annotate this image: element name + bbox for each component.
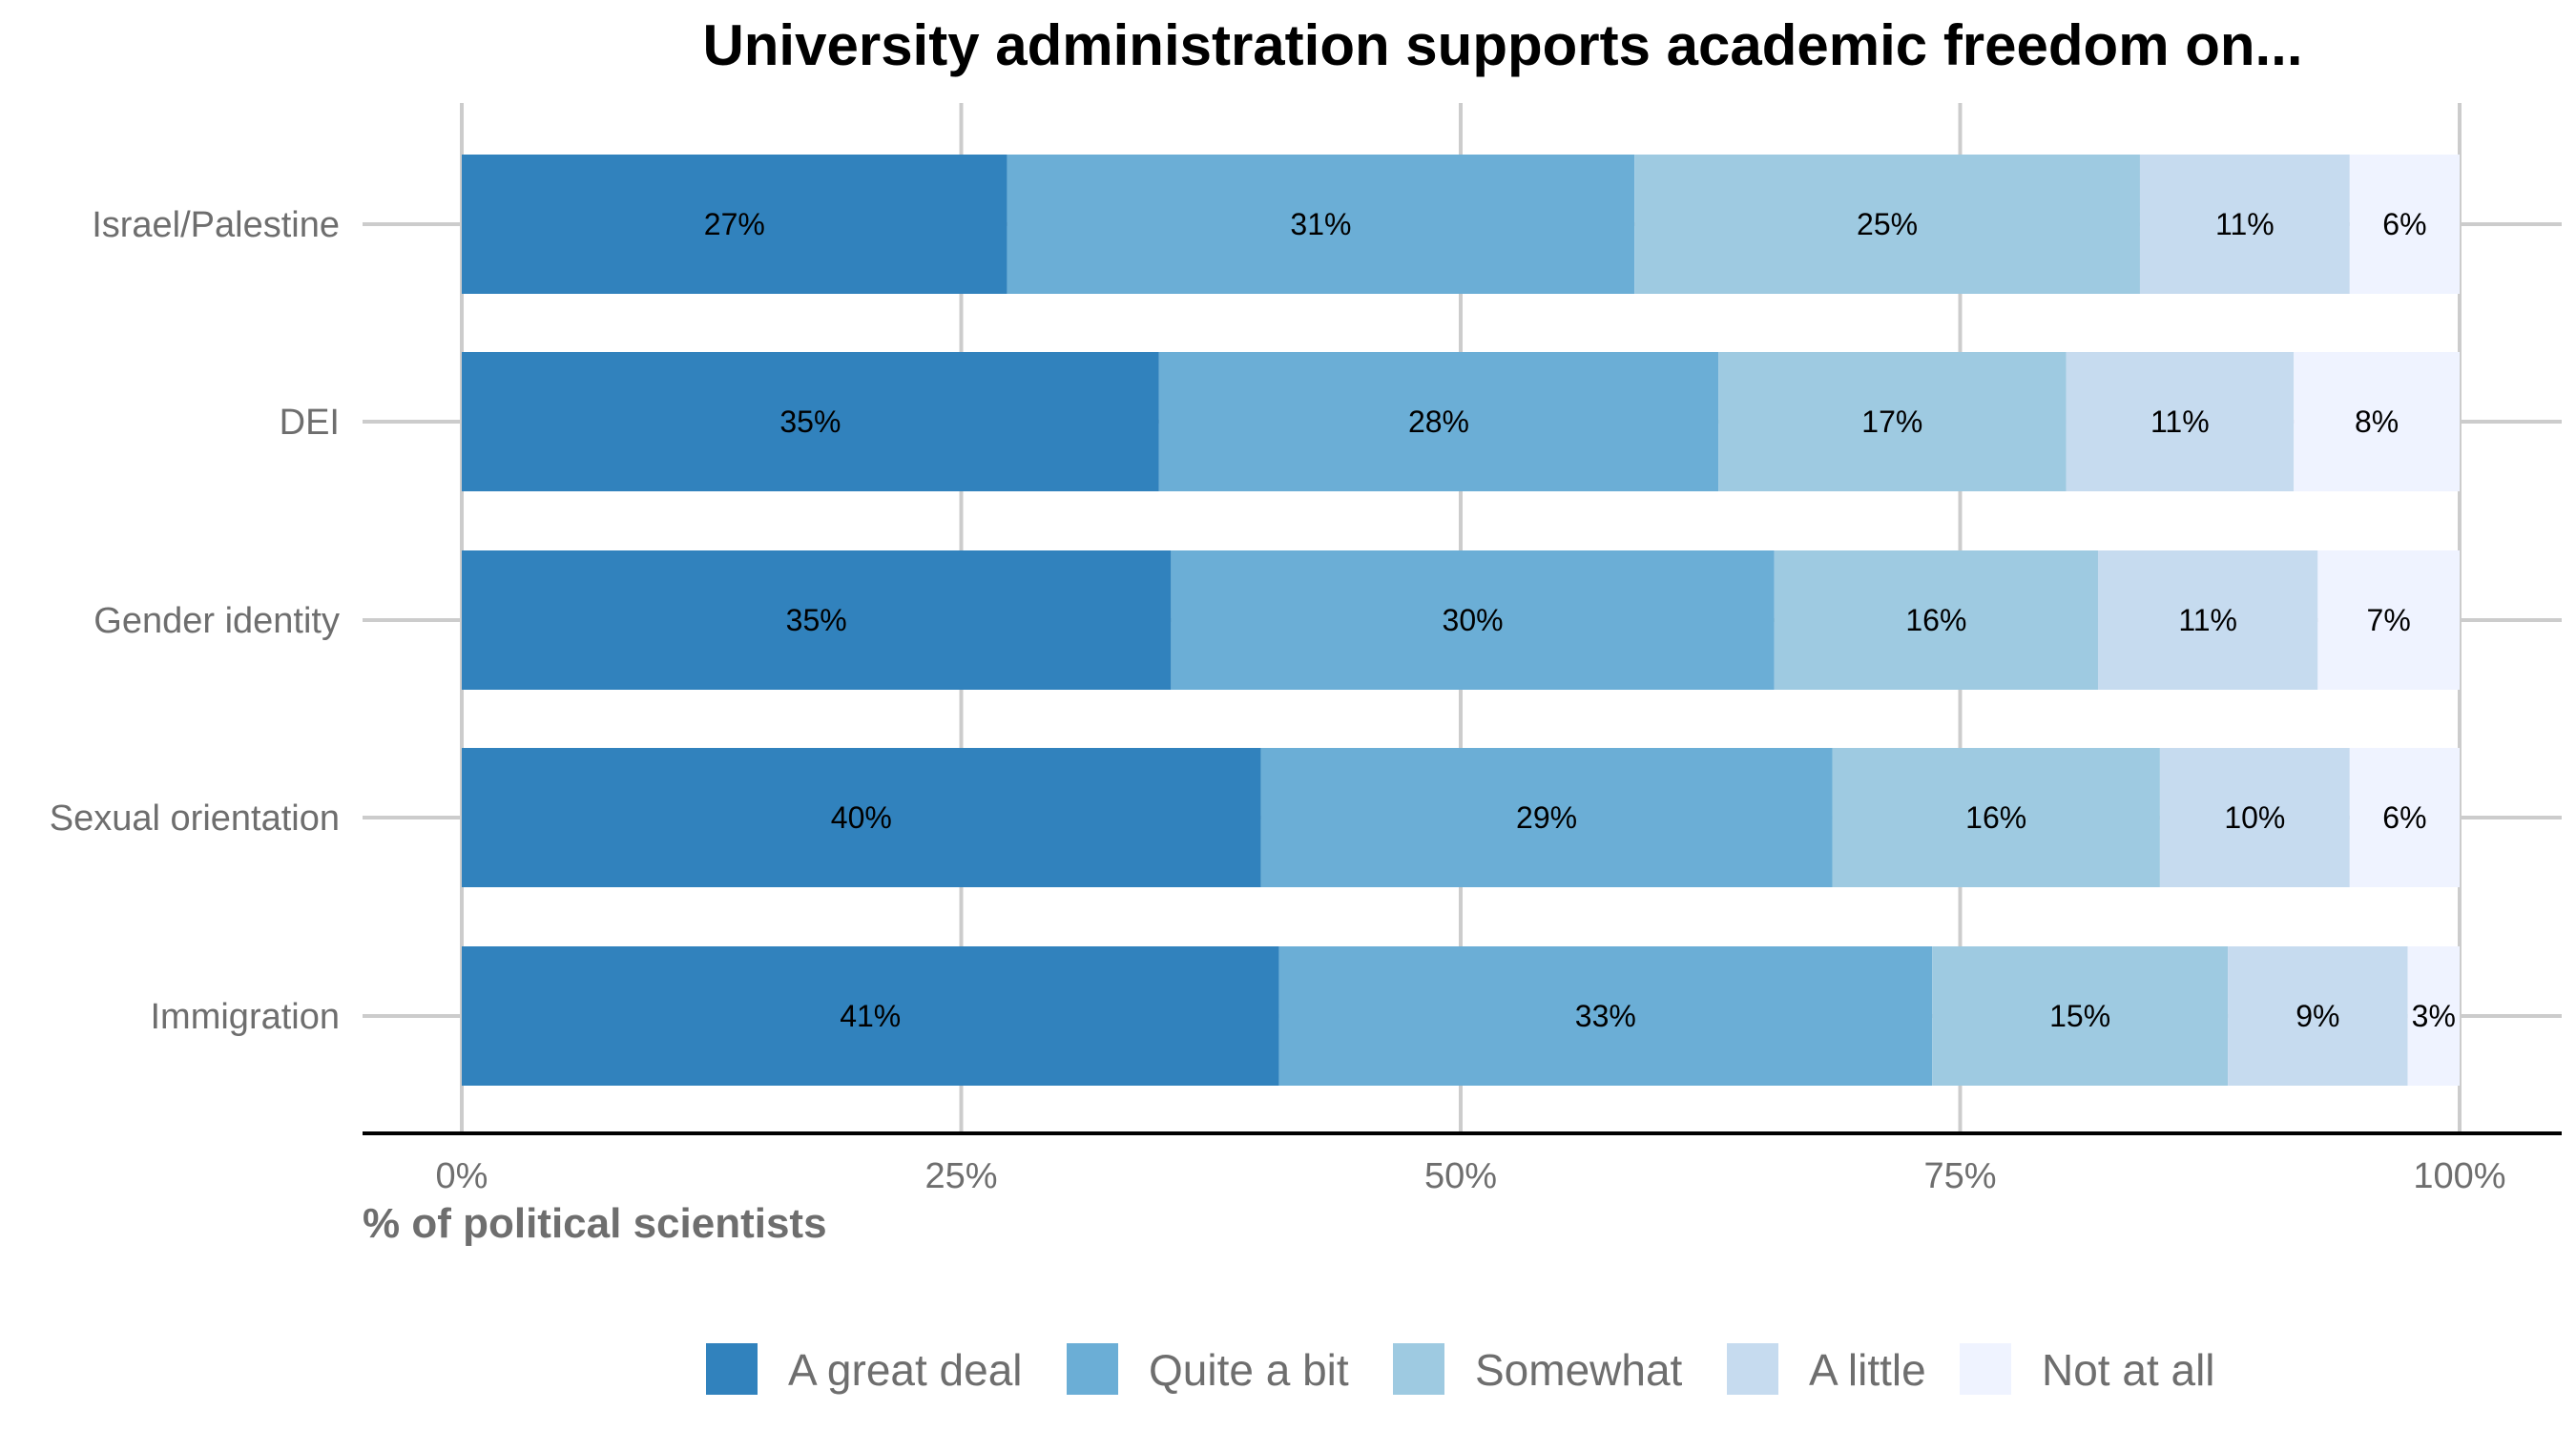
x-tick-label: 0%: [436, 1156, 488, 1196]
bar-segment: [1171, 550, 1775, 690]
bar-segment: [1718, 352, 2067, 491]
segment-value-label: 29%: [1516, 800, 1577, 835]
chart-title: University administration supports acade…: [702, 13, 2302, 77]
segment-value-label: 15%: [2049, 999, 2110, 1033]
bar-segment: [1774, 550, 2098, 690]
segment-value-label: 17%: [1861, 404, 1922, 439]
segment-value-label: 16%: [1965, 800, 2026, 835]
x-tick-label: 75%: [1923, 1156, 1996, 1196]
bar-segment: [2349, 748, 2460, 887]
legend-item: A great deal: [706, 1343, 1023, 1395]
segment-value-label: 11%: [2150, 404, 2210, 439]
x-tick-label: 100%: [2413, 1156, 2505, 1196]
y-category-label: Immigration: [151, 997, 341, 1037]
legend-label: A great deal: [788, 1345, 1023, 1395]
bars: [462, 155, 2460, 1086]
segment-value-label: 40%: [831, 800, 892, 835]
segment-value-label: 8%: [2355, 404, 2399, 439]
segment-value-label: 41%: [840, 999, 901, 1033]
bar-segment: [1932, 946, 2229, 1086]
segment-value-label: 31%: [1290, 207, 1351, 241]
legend-item: Somewhat: [1393, 1343, 1683, 1395]
segment-value-label: 27%: [704, 207, 765, 241]
segment-value-label: 28%: [1408, 404, 1469, 439]
segment-value-label: 3%: [2412, 999, 2456, 1033]
legend-item: Quite a bit: [1067, 1343, 1349, 1395]
bar-segment: [2407, 946, 2460, 1086]
y-category-label: Gender identity: [93, 601, 340, 641]
bar-segment: [2317, 550, 2460, 690]
bar-segment: [1278, 946, 1933, 1086]
segment-value-label: 35%: [779, 404, 841, 439]
x-axis: 0% 25% 50% 75% 100%: [436, 1156, 2506, 1196]
x-axis-title: % of political scientists: [363, 1200, 827, 1247]
bar-segment: [1158, 352, 1719, 491]
segment-value-label: 11%: [2215, 207, 2275, 241]
segment-value-label: 10%: [2224, 800, 2285, 835]
y-category-label: Sexual orientation: [50, 798, 340, 839]
segment-labels: 27% 31% 25% 11% 6% 35% 28% 17% 11% 8% 35% 30% 16% 11%…: [704, 207, 2456, 1033]
legend-label: A little: [1809, 1345, 1926, 1395]
segment-value-label: 25%: [1857, 207, 1918, 241]
segment-value-label: 6%: [2382, 207, 2426, 241]
legend-label: Quite a bit: [1149, 1345, 1349, 1395]
segment-value-label: 7%: [2367, 603, 2411, 637]
bar-segment: [2066, 352, 2295, 491]
legend-label: Somewhat: [1475, 1345, 1683, 1395]
bar-segment: [1260, 748, 1833, 887]
bar-segment: [1832, 748, 2160, 887]
segment-value-label: 35%: [786, 603, 847, 637]
bar-segment: [2139, 155, 2350, 294]
segment-value-label: 30%: [1443, 603, 1504, 637]
x-tick-label: 25%: [924, 1156, 997, 1196]
legend-swatch: [1393, 1343, 1444, 1395]
bar-segment: [462, 946, 1279, 1086]
legend-swatch: [1960, 1343, 2011, 1395]
y-category-label: DEI: [280, 403, 340, 443]
bar-segment: [462, 155, 1008, 294]
legend-swatch: [1067, 1343, 1118, 1395]
bar-segment: [462, 550, 1172, 690]
legend-item: Not at all: [1960, 1343, 2215, 1395]
bar-segment: [2159, 748, 2350, 887]
segment-value-label: 6%: [2382, 800, 2426, 835]
bar-segment: [2097, 550, 2318, 690]
y-axis: Israel/Palestine DEI Gender identity Sexual…: [50, 205, 340, 1037]
bar-segment: [462, 748, 1261, 887]
segment-value-label: 11%: [2178, 603, 2237, 637]
legend-label: Not at all: [2042, 1345, 2215, 1395]
bar-segment: [1634, 155, 2140, 294]
segment-value-label: 16%: [1905, 603, 1966, 637]
bar-segment: [2349, 155, 2460, 294]
legend-swatch: [1727, 1343, 1778, 1395]
y-category-label: Israel/Palestine: [92, 205, 340, 245]
bar-segment: [1007, 155, 1635, 294]
bar-segment: [2228, 946, 2408, 1086]
bar-segment: [462, 352, 1159, 491]
legend: A great deal Quite a bit Somewhat A little N…: [706, 1343, 2215, 1395]
segment-value-label: 9%: [2296, 999, 2339, 1033]
legend-item: A little: [1727, 1343, 1926, 1395]
segment-value-label: 33%: [1575, 999, 1636, 1033]
bar-segment: [2294, 352, 2460, 491]
legend-swatch: [706, 1343, 758, 1395]
x-tick-label: 50%: [1424, 1156, 1497, 1196]
